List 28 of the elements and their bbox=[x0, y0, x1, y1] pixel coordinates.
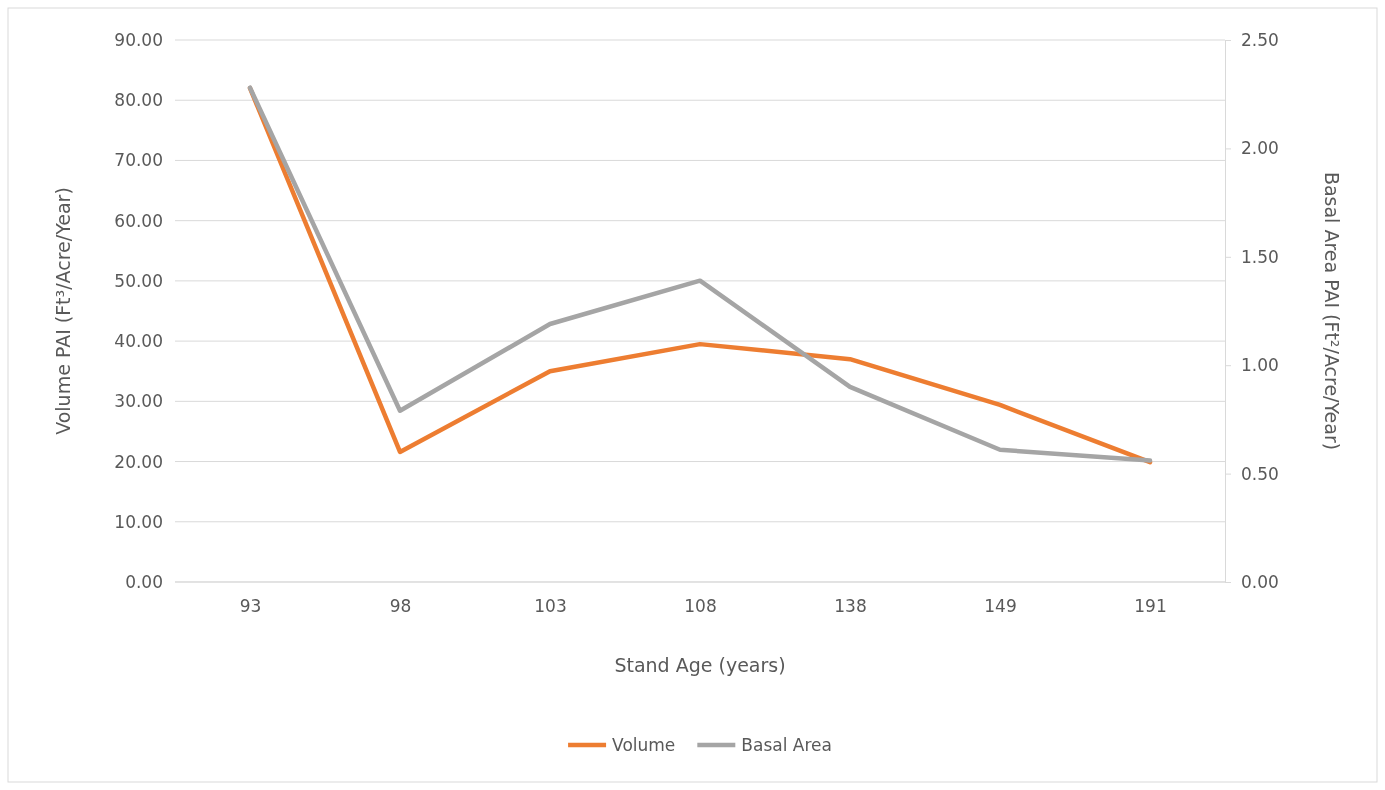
y2-tick-label: 0.00 bbox=[1241, 571, 1279, 592]
y-tick-label: 50.00 bbox=[114, 270, 163, 291]
y-axis-title: Volume PAI (Ft³/Acre/Year) bbox=[52, 187, 74, 435]
x-tick-label: 103 bbox=[534, 596, 567, 617]
y2-tick-label: 1.00 bbox=[1241, 355, 1279, 376]
x-axis-title: Stand Age (years) bbox=[614, 654, 786, 676]
x-tick-label: 98 bbox=[389, 596, 412, 617]
y-tick-label: 70.00 bbox=[114, 150, 163, 171]
y-tick-label: 40.00 bbox=[114, 331, 163, 352]
y-tick-label: 0.00 bbox=[125, 571, 163, 592]
y-tick-label: 60.00 bbox=[114, 210, 163, 231]
y-tick-label: 90.00 bbox=[114, 29, 163, 50]
y2-tick-label: 2.50 bbox=[1241, 29, 1279, 50]
y-tick-label: 20.00 bbox=[114, 451, 163, 472]
y2-tick-label: 1.50 bbox=[1241, 246, 1279, 267]
legend-label: Basal Area bbox=[741, 735, 832, 755]
y-tick-label: 10.00 bbox=[114, 511, 163, 532]
x-tick-label: 108 bbox=[684, 596, 717, 617]
y2-axis-title: Basal Area PAI (Ft²/Acre/Year) bbox=[1321, 171, 1343, 451]
y-tick-label: 30.00 bbox=[114, 391, 163, 412]
x-tick-label: 149 bbox=[984, 596, 1017, 617]
x-tick-label: 93 bbox=[239, 596, 262, 617]
legend-label: Volume bbox=[612, 735, 676, 755]
x-tick-label: 191 bbox=[1134, 596, 1167, 617]
x-tick-label: 138 bbox=[834, 596, 867, 617]
y2-tick-label: 2.00 bbox=[1241, 138, 1279, 159]
y-tick-label: 80.00 bbox=[114, 90, 163, 111]
y2-tick-label: 0.50 bbox=[1241, 463, 1279, 484]
